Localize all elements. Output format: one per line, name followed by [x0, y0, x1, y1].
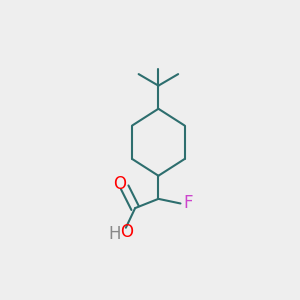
Text: F: F — [183, 194, 193, 212]
Text: O: O — [113, 175, 126, 193]
Text: H: H — [108, 225, 121, 243]
Text: O: O — [121, 223, 134, 241]
